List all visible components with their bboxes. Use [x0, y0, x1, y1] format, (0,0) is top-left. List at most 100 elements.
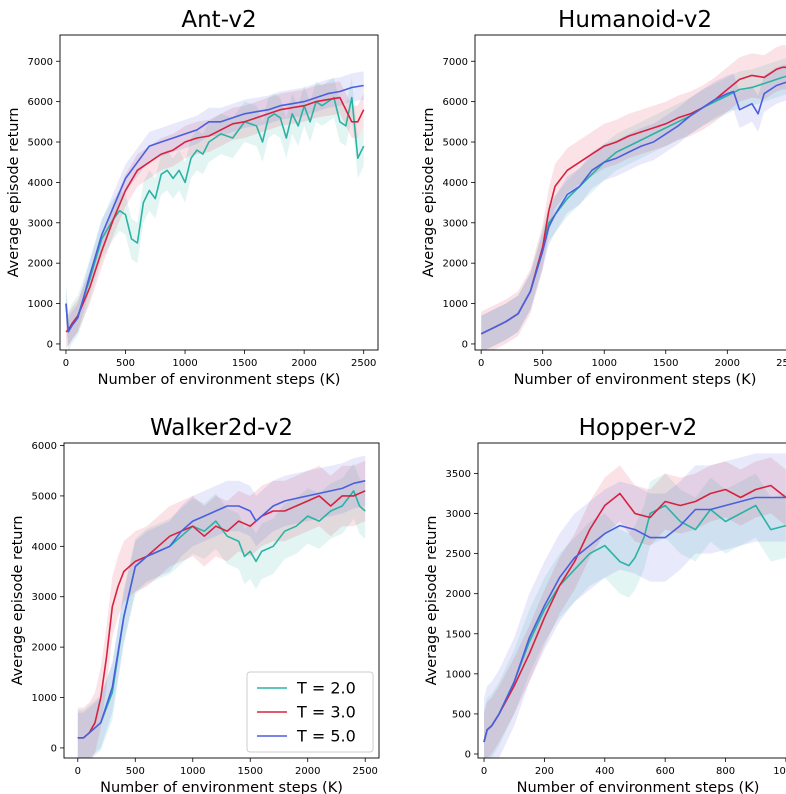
chart-walker2d-v2-ytick-label: 3000 [32, 592, 57, 603]
chart-hopper-v2-band-t-5-0 [484, 453, 786, 758]
chart-ant-v2-ytick-label: 1000 [28, 299, 53, 310]
chart-ant-v2-title: Ant-v2 [181, 7, 256, 33]
chart-ant-v2-ytick-label: 5000 [28, 138, 53, 149]
chart-ant-v2-ytick-label: 0 [47, 339, 53, 350]
chart-humanoid-v2-ytick-label: 1000 [443, 299, 468, 310]
chart-humanoid-v2-band-t-5-0 [481, 64, 786, 350]
chart-ant-v2: 0 500 1000 1500 2000 2500 0 1000 2000 3000 4000 500… [6, 7, 379, 388]
chart-ant-v2-ytick-label: 3000 [28, 218, 53, 229]
chart-humanoid-v2-line-t-5-0 [480, 81, 786, 335]
chart-hopper-v2-ytick-label: 500 [452, 709, 471, 720]
chart-humanoid-v2-xtick-label: 1000 [592, 358, 617, 369]
chart-humanoid-v2-title: Humanoid-v2 [558, 7, 712, 33]
chart-humanoid-v2-axes-frame [474, 34, 786, 351]
chart-ant-v2-lines [65, 84, 365, 333]
chart-hopper-v2-ytick-label: 3000 [446, 509, 471, 520]
chart-hopper-v2-axes-frame [477, 442, 786, 759]
chart-walker2d-v2-ytick-label: 6000 [32, 441, 57, 452]
chart-walker2d-v2-xtick-label: 1000 [180, 766, 205, 777]
chart-walker2d-v2-ytick-label: 0 [51, 743, 57, 754]
chart-ant-v2-xtick-label: 500 [116, 358, 135, 369]
legend-label-t-5-0: T = 5.0 [296, 727, 356, 746]
chart-walker2d-v2-xtick-label: 0 [75, 766, 81, 777]
chart-walker2d-v2-axes-frame [63, 442, 380, 759]
chart-hopper-v2-bands [484, 453, 786, 758]
chart-humanoid-v2-ytick-label: 7000 [443, 57, 468, 68]
chart-humanoid-v2-band-t-2-0 [481, 58, 786, 350]
chart-walker2d-v2-title: Walker2d-v2 [150, 415, 293, 441]
chart-hopper-v2-ylabel: Average episode return [424, 516, 440, 686]
chart-ant-v2-xtick-label: 1500 [232, 358, 257, 369]
chart-hopper-v2-title: Hopper-v2 [579, 415, 698, 441]
chart-hopper-v2-ytick-label: 3500 [446, 469, 471, 480]
chart-walker2d-v2-band-t-3-0 [77, 460, 366, 758]
chart-hopper-v2-xtick-label: 200 [535, 766, 554, 777]
chart-humanoid-v2: 0 500 1000 1500 2000 2500 0 1000 2000 3000 4000 500… [421, 7, 786, 388]
chart-ant-v2-ytick-label: 7000 [28, 57, 53, 68]
chart-hopper-v2: 0 200 400 600 800 1000 0 500 1000 1500 2000 2500 300… [424, 415, 786, 794]
chart-humanoid-v2-ytick-label: 6000 [443, 97, 468, 108]
chart-ant-v2-line-t-5-0 [65, 84, 364, 333]
chart-ant-v2-axes-frame [59, 34, 379, 351]
chart-humanoid-v2-ytick-label: 0 [462, 339, 468, 350]
chart-walker2d-v2-ylabel: Average episode return [10, 516, 26, 686]
chart-walker2d-v2-line-t-3-0 [77, 490, 366, 739]
chart-humanoid-v2-xlabel: Number of environment steps (K) [514, 372, 757, 388]
chart-ant-v2-ytick-label: 4000 [28, 178, 53, 189]
chart-hopper-v2-lines [483, 484, 786, 743]
chart-hopper-v2-ytick-label: 1000 [446, 669, 471, 680]
chart-walker2d-v2-xtick-label: 2000 [295, 766, 320, 777]
legend-box [246, 671, 374, 753]
chart-walker2d-v2-band-t-2-0 [77, 463, 366, 758]
chart-humanoid-v2-xtick-label: 2500 [776, 358, 786, 369]
chart-hopper-v2-line-t-3-0 [483, 484, 786, 743]
chart-ant-v2-band-t-3-0 [66, 81, 364, 349]
chart-walker2d-v2-xtick-label: 2500 [352, 766, 377, 777]
chart-ant-v2-xtick-label: 2500 [351, 358, 376, 369]
legend: T = 2.0 T = 3.0 T = 5.0 [246, 671, 374, 753]
chart-hopper-v2-xtick-label: 400 [595, 766, 614, 777]
chart-humanoid-v2-ytick-label: 4000 [443, 178, 468, 189]
chart-walker2d-v2-ytick-label: 2000 [32, 643, 57, 654]
chart-humanoid-v2-xtick-label: 0 [478, 358, 484, 369]
chart-hopper-v2-line-t-5-0 [483, 496, 786, 743]
chart-hopper-v2-xlabel: Number of environment steps (K) [517, 780, 760, 794]
chart-humanoid-v2-lines [480, 66, 786, 335]
chart-walker2d-v2-ytick-label: 4000 [32, 542, 57, 553]
chart-hopper-v2-xtick-label: 600 [656, 766, 675, 777]
chart-hopper-v2-ytick-label: 1500 [446, 629, 471, 640]
chart-ant-v2-xlabel: Number of environment steps (K) [98, 372, 341, 388]
chart-walker2d-v2: 0 500 1000 1500 2000 2500 0 1000 2000 3000 4000 500… [10, 415, 380, 794]
chart-walker2d-v2-line-t-5-0 [77, 480, 366, 739]
chart-humanoid-v2-bands [481, 45, 786, 350]
chart-ant-v2-ylabel: Average episode return [6, 108, 22, 278]
chart-humanoid-v2-xtick-label: 1500 [653, 358, 678, 369]
chart-ant-v2-xtick-label: 0 [63, 358, 69, 369]
chart-humanoid-v2-xtick-label: 2000 [715, 358, 740, 369]
chart-walker2d-v2-band-t-5-0 [77, 455, 366, 758]
chart-ant-v2-xtick-label: 2000 [291, 358, 316, 369]
chart-hopper-v2-band-t-3-0 [484, 457, 786, 758]
chart-humanoid-v2-ytick-label: 5000 [443, 138, 468, 149]
chart-walker2d-v2-ytick-label: 1000 [32, 693, 57, 704]
chart-hopper-v2-xtick-label: 800 [716, 766, 735, 777]
chart-ant-v2-xtick-label: 1000 [172, 358, 197, 369]
chart-hopper-v2-ytick-label: 2500 [446, 549, 471, 560]
chart-ant-v2-line-t-2-0 [65, 96, 365, 333]
chart-hopper-v2-ytick-label: 2000 [446, 589, 471, 600]
chart-walker2d-v2-xlabel: Number of environment steps (K) [100, 780, 343, 794]
chart-humanoid-v2-ytick-label: 2000 [443, 259, 468, 270]
chart-walker2d-v2-bands [77, 455, 366, 758]
chart-humanoid-v2-ylabel: Average episode return [421, 108, 437, 278]
chart-walker2d-v2-ytick-label: 5000 [32, 491, 57, 502]
chart-hopper-v2-ytick-label: 0 [465, 749, 471, 760]
chart-humanoid-v2-band-t-3-0 [481, 45, 786, 350]
legend-label-t-3-0: T = 3.0 [296, 703, 356, 722]
chart-ant-v2-ytick-label: 6000 [28, 97, 53, 108]
chart-ant-v2-line-t-3-0 [65, 96, 365, 333]
chart-humanoid-v2-ytick-label: 3000 [443, 218, 468, 229]
chart-ant-v2-band-t-2-0 [66, 77, 364, 350]
chart-walker2d-v2-lines [77, 480, 366, 739]
chart-humanoid-v2-xtick-label: 500 [533, 358, 552, 369]
